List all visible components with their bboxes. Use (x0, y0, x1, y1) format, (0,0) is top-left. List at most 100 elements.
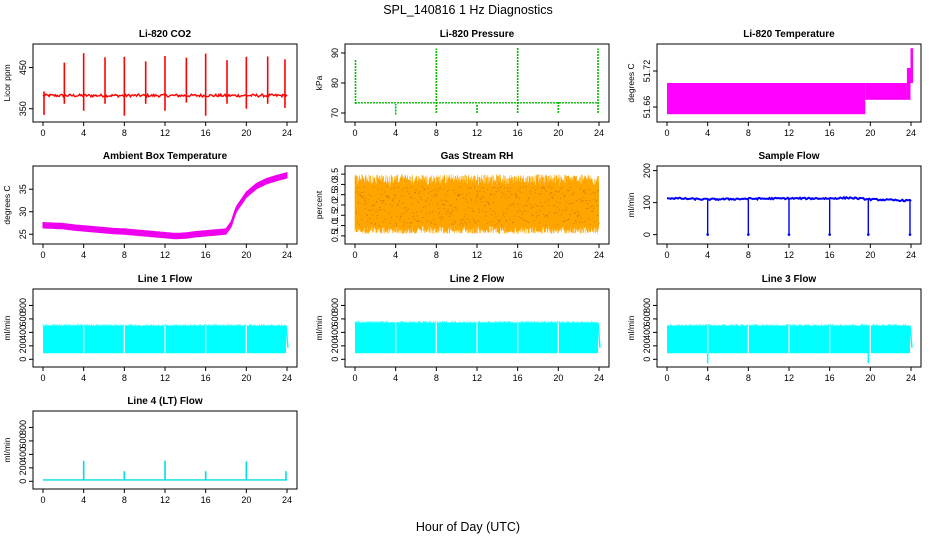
y-tick-label: 350 (18, 101, 28, 116)
panel-ylabel: ml/min (626, 315, 636, 340)
x-tick-label: 24 (594, 250, 604, 260)
figure-xlabel: Hour of Day (UTC) (416, 520, 520, 534)
x-tick-label: 12 (472, 128, 482, 138)
y-tick-label: 800 (18, 420, 28, 435)
y-tick-label: 90 (330, 48, 340, 58)
x-tick-label: 12 (784, 373, 794, 383)
x-tick-label: 12 (472, 250, 482, 260)
chart-panel-7: Line 1 Flow ml/min 0 4 8 12 16 20 24 0 20040060080… (2, 274, 298, 383)
panel-title: Li-820 CO2 (139, 29, 192, 40)
x-tick-label: 8 (434, 250, 439, 260)
x-tick-label: 24 (594, 128, 604, 138)
y-tick-label: 51.66 (642, 96, 652, 119)
series-dip-point (747, 233, 750, 236)
x-tick-label: 4 (705, 128, 710, 138)
panel-ylabel: Licor ppm (2, 64, 12, 101)
y-tick-label: 2.0 (330, 199, 340, 212)
series-end (285, 325, 289, 348)
x-tick-label: 16 (513, 128, 523, 138)
y-tick-label: 200 (642, 163, 652, 178)
y-tick-label: 200 (18, 338, 28, 353)
panel-ylabel: kPa (314, 75, 324, 90)
x-tick-label: 4 (81, 128, 86, 138)
y-tick-label: 400 (18, 447, 28, 462)
y-tick-label: 600 (330, 311, 340, 326)
figure-title: SPL_140816 1 Hz Diagnostics (383, 3, 553, 17)
x-tick-label: 24 (906, 128, 916, 138)
x-tick-label: 0 (40, 495, 45, 505)
x-tick-label: 16 (825, 250, 835, 260)
y-tick-label: 35 (18, 184, 28, 194)
x-tick-label: 4 (393, 250, 398, 260)
x-tick-label: 24 (282, 128, 292, 138)
series-line (42, 171, 288, 240)
series-noise (354, 174, 599, 234)
x-tick-label: 20 (553, 373, 563, 383)
panel-title: Line 2 Flow (450, 274, 505, 285)
x-tick-label: 8 (122, 128, 127, 138)
x-tick-label: 8 (122, 495, 127, 505)
x-tick-label: 16 (201, 373, 211, 383)
y-tick-label: 600 (18, 433, 28, 448)
panel-title: Li-820 Temperature (743, 29, 835, 40)
panel-title: Line 3 Flow (762, 274, 817, 285)
x-tick-label: 0 (40, 128, 45, 138)
x-tick-label: 12 (160, 128, 170, 138)
x-tick-label: 12 (784, 250, 794, 260)
x-tick-label: 16 (825, 128, 835, 138)
y-tick-label: 0 (642, 357, 652, 362)
plot-frame (344, 43, 610, 123)
series-line (666, 195, 912, 203)
y-tick-label: 1.5 (330, 209, 340, 222)
chart-panel-10: Line 4 (LT) Flow ml/min 0 4 8 12 16 20 24 0 200400… (2, 396, 298, 505)
series-edge (666, 324, 910, 326)
x-tick-label: 20 (865, 128, 875, 138)
series-edge (354, 320, 598, 323)
y-tick-label: 600 (18, 311, 28, 326)
y-tick-label: 70 (330, 108, 340, 118)
series-edge (42, 324, 286, 326)
x-tick-label: 20 (241, 373, 251, 383)
chart-panel-2: Li-820 Pressure kPa 0 4 8 12 16 20 24 70 80 90 (314, 29, 610, 138)
series-band (865, 83, 907, 100)
x-tick-label: 8 (746, 128, 751, 138)
x-tick-label: 8 (746, 373, 751, 383)
x-tick-label: 20 (241, 250, 251, 260)
y-tick-label: 200 (18, 460, 28, 475)
x-tick-label: 4 (705, 250, 710, 260)
y-tick-label: 25 (18, 229, 28, 239)
x-tick-label: 8 (122, 250, 127, 260)
x-tick-label: 20 (553, 250, 563, 260)
series-band (906, 68, 911, 100)
series-speckle (355, 186, 600, 227)
y-tick-label: 450 (18, 60, 28, 75)
series-band (910, 48, 914, 83)
x-tick-label: 4 (393, 373, 398, 383)
y-tick-label: 400 (330, 325, 340, 340)
x-tick-label: 0 (40, 373, 45, 383)
y-tick-label: 200 (330, 338, 340, 353)
chart-panel-4: Ambient Box Temperature degrees C 0 4 8 12 16 2… (2, 151, 298, 260)
panel-ylabel: percent (314, 190, 324, 219)
y-tick-label: 3.5 (330, 168, 340, 181)
series-dip-point (908, 233, 912, 236)
y-tick-label: 0 (18, 357, 28, 362)
y-tick-label: 400 (642, 325, 652, 340)
panel-ylabel: ml/min (2, 437, 12, 462)
y-tick-label: 200 (642, 338, 652, 353)
chart-panel-8: Line 2 Flow ml/min 0 4 8 12 16 20 24 0 20040060080… (314, 274, 610, 383)
chart-panel-3: Li-820 Temperature degrees C 0 4 8 12 16 20 24 51… (626, 29, 922, 138)
x-tick-label: 8 (746, 250, 751, 260)
x-tick-label: 0 (40, 250, 45, 260)
y-tick-label: 800 (330, 298, 340, 313)
series-band (667, 83, 866, 115)
x-tick-label: 4 (81, 250, 86, 260)
panel-ylabel: degrees C (626, 63, 636, 102)
x-tick-label: 16 (201, 128, 211, 138)
x-tick-label: 24 (594, 373, 604, 383)
x-tick-label: 20 (865, 373, 875, 383)
chart-panel-5: Gas Stream RH percent 0 4 8 12 16 20 24 0.51.01.5… (314, 151, 610, 260)
x-tick-label: 24 (906, 373, 916, 383)
y-tick-label: 30 (18, 207, 28, 217)
